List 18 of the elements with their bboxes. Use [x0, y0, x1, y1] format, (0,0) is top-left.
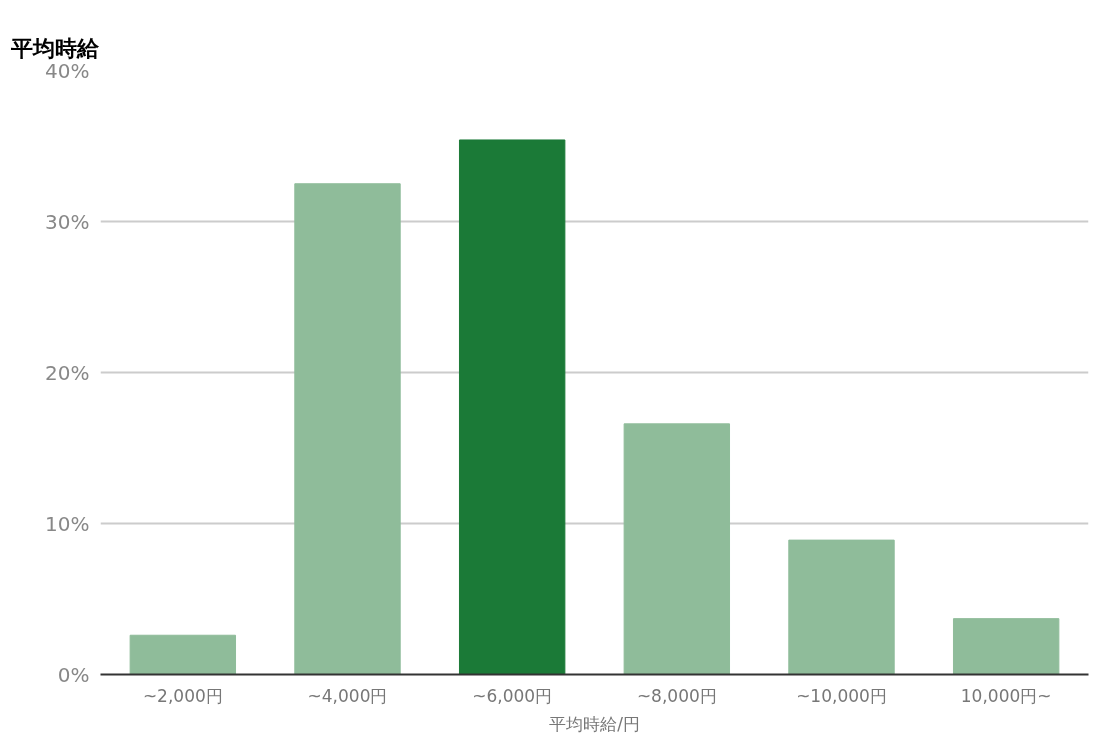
- y-tick-label: 0%: [57, 662, 90, 687]
- y-tick-label: 10%: [45, 511, 90, 536]
- x-tick-label: ~4,000円: [307, 685, 388, 706]
- y-tick-label: 20%: [45, 360, 90, 385]
- bar: [294, 183, 401, 675]
- x-tick-label: ~10,000円: [796, 685, 887, 706]
- x-axis-title: 平均時給/円: [549, 713, 640, 734]
- x-tick-label: 10,000円~: [960, 685, 1052, 706]
- x-tick-label: ~6,000円: [472, 685, 553, 706]
- bar: [623, 423, 731, 675]
- bar: [129, 634, 237, 675]
- bar: [458, 139, 566, 675]
- bar: [952, 618, 1060, 675]
- chart-title: 平均時給: [9, 35, 100, 61]
- x-tick-label: ~2,000円: [142, 685, 223, 706]
- y-tick-label: 30%: [45, 209, 90, 234]
- x-tick-label: ~8,000円: [636, 685, 717, 706]
- bar: [788, 539, 895, 675]
